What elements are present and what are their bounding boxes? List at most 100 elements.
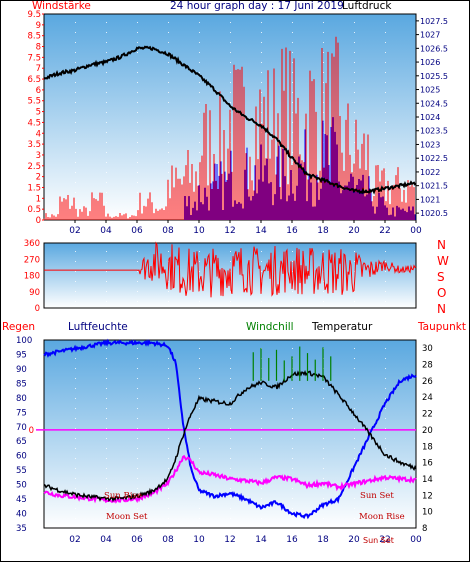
grid-dot (292, 42, 293, 43)
grid-dot (354, 152, 355, 153)
grid-dot (292, 92, 293, 93)
temperature-tick-label: 10 (422, 508, 433, 518)
grid-dot (230, 32, 231, 33)
grid-dot (137, 172, 138, 173)
grid-dot (137, 152, 138, 153)
grid-dot (261, 438, 262, 439)
grid-dot (106, 508, 107, 509)
grid-dot (323, 428, 324, 429)
grid-dot (106, 192, 107, 193)
grid-dot (168, 458, 169, 459)
direction-tick-label: 270 (24, 255, 40, 265)
direction-tick-label: 180 (24, 272, 40, 282)
grid-dot (354, 378, 355, 379)
grid-dot (385, 112, 386, 113)
grid-dot (385, 182, 386, 183)
wind-tick-label: 6.5 (27, 75, 41, 85)
x-tick-label-top: 10 (193, 226, 205, 236)
grid-dot (168, 32, 169, 33)
grid-dot (106, 32, 107, 33)
grid-dot (106, 52, 107, 53)
wind-tick-label: 5 (36, 108, 41, 118)
grid-dot (261, 408, 262, 409)
grid-dot (354, 42, 355, 43)
grid-dot (137, 142, 138, 143)
humidity-line (43, 338, 417, 520)
grid-dot (230, 102, 231, 103)
grid-dot (106, 212, 107, 213)
grid-dot (106, 368, 107, 369)
grid-dot (323, 518, 324, 519)
grid-dot (199, 488, 200, 489)
grid-dot (385, 42, 386, 43)
grid-dot (385, 192, 386, 193)
temperature-tick-label: 20 (422, 426, 433, 436)
grid-dot (354, 428, 355, 429)
grid-dot (292, 408, 293, 409)
wind-tick-label: 1 (36, 194, 41, 204)
grid-dot (261, 478, 262, 479)
grid-dot (199, 42, 200, 43)
grid-dot (292, 82, 293, 83)
x-tick-label-bottom: 10 (193, 535, 205, 545)
grid-dot (385, 92, 386, 93)
grid-dot (137, 368, 138, 369)
grid-dot (354, 82, 355, 83)
grid-dot (168, 102, 169, 103)
grid-dot (261, 388, 262, 389)
grid-dot (354, 271, 355, 272)
grid-dot (292, 22, 293, 23)
grid-dot (354, 162, 355, 163)
grid-dot (106, 142, 107, 143)
grid-dot (385, 251, 386, 252)
grid-dot (323, 112, 324, 113)
grid-dot (261, 122, 262, 123)
grid-dot (106, 418, 107, 419)
grid-dot (137, 348, 138, 349)
grid-dot (199, 102, 200, 103)
grid-dot (168, 358, 169, 359)
grid-dot (75, 32, 76, 33)
grid-dot (385, 498, 386, 499)
grid-dot (292, 448, 293, 449)
humidity-tick-label: 35 (16, 524, 27, 534)
grid-dot (199, 92, 200, 93)
grid-dot (137, 271, 138, 272)
compass-label-o: O (437, 286, 447, 300)
grid-dot (137, 428, 138, 429)
grid-dot (354, 388, 355, 389)
grid-dot (354, 142, 355, 143)
grid-dot (106, 112, 107, 113)
wind-tick-label: 5.5 (27, 97, 41, 107)
grid-dot (323, 301, 324, 302)
grid-dot (75, 22, 76, 23)
wind-tick-label: 1.5 (27, 183, 41, 193)
grid-dot (75, 82, 76, 83)
grid-dot (75, 142, 76, 143)
x-tick-label-top: 04 (100, 226, 112, 236)
grid-dot (385, 408, 386, 409)
direction-tick-label: 90 (29, 288, 40, 298)
grid-dot (292, 271, 293, 272)
grid-dot (199, 301, 200, 302)
grid-dot (261, 82, 262, 83)
grid-dot (199, 52, 200, 53)
x-tick-label-bottom: 16 (286, 535, 298, 545)
grid-dot (75, 281, 76, 282)
grid-dot (137, 281, 138, 282)
grid-dot (354, 291, 355, 292)
grid-dot (230, 92, 231, 93)
grid-dot (168, 438, 169, 439)
wind-tick-label: 2 (36, 173, 41, 183)
grid-dot (168, 132, 169, 133)
grid-dot (168, 291, 169, 292)
grid-dot (106, 358, 107, 359)
grid-dot (261, 301, 262, 302)
grid-dot (230, 358, 231, 359)
grid-dot (385, 348, 386, 349)
humidity-tick-label: 100 (16, 336, 32, 346)
grid-dot (230, 301, 231, 302)
grid-dot (137, 438, 138, 439)
grid-dot (323, 488, 324, 489)
grid-dot (168, 448, 169, 449)
